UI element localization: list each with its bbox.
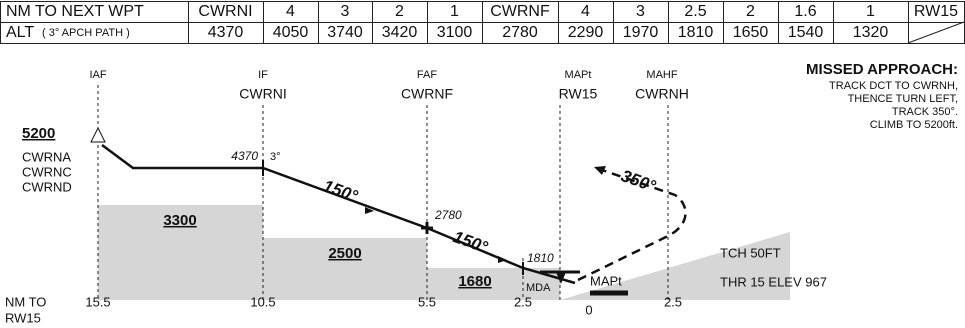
table-header: NM TO NEXT WPT	[6, 3, 144, 20]
missed-title: MISSED APPROACH:	[806, 61, 958, 78]
alt-value: 1650	[733, 24, 769, 41]
segment-altitude: 1680	[458, 273, 491, 290]
altitude-label: 1810	[527, 251, 554, 265]
threshold-label: THR 15 ELEV 967	[720, 274, 827, 289]
distance-tick: 5.5	[418, 294, 436, 309]
altitude-label: 4370	[231, 149, 258, 163]
fix-name: CWRNI	[239, 86, 286, 102]
fix-name: CWRNF	[401, 86, 453, 102]
slope-label: 3°	[270, 151, 281, 163]
terrain	[98, 205, 263, 300]
tch-label: TCH 50FT	[720, 245, 781, 260]
alt-value: 1320	[853, 24, 889, 41]
distance-tick: 15.5	[85, 294, 110, 309]
nm-value: CWRNI	[198, 3, 252, 20]
track-label: 150°	[451, 227, 491, 257]
missed-line: THENCE TURN LEFT,	[848, 93, 958, 105]
nm-value: 4	[286, 3, 295, 20]
fix-label: IAF	[89, 69, 106, 81]
nm-value: 1.6	[794, 3, 816, 20]
mda-label: MDA	[526, 282, 551, 294]
axis-label: RW15	[5, 310, 41, 325]
distance-tick: 0	[585, 302, 592, 317]
nm-value: 2.5	[684, 3, 706, 20]
distance-tick: 2.5	[514, 294, 532, 309]
nm-value: RW15	[914, 3, 958, 20]
missed-line: TRACK DCT TO CWRNH,	[829, 80, 958, 92]
alt-value: 1810	[678, 24, 714, 41]
segment-altitude: 2500	[328, 245, 361, 262]
segment-altitude: 3300	[163, 212, 196, 229]
table-cell	[908, 22, 965, 44]
track-label: 350°	[619, 166, 659, 196]
table-diagonal	[907, 21, 965, 44]
alt-value: 1540	[788, 24, 824, 41]
runway-area	[560, 232, 790, 300]
fix-name: RW15	[559, 86, 598, 102]
nm-value: 2	[746, 3, 755, 20]
alt-value: 1970	[623, 24, 659, 41]
missed-approach-path	[577, 168, 687, 282]
table-header-sub: ( 3° APCH PATH )	[42, 27, 130, 39]
distance-tick: 2.5	[664, 294, 682, 309]
nm-value: 3	[636, 3, 645, 20]
holding-fix: CWRNA	[22, 149, 71, 164]
alt-value: 2290	[568, 24, 604, 41]
alt-value: 3740	[327, 24, 363, 41]
holding-fix: CWRND	[22, 179, 72, 194]
missed-line: CLIMB TO 5200ft.	[870, 119, 958, 131]
nm-value: 1	[450, 3, 459, 20]
nm-value: 1	[866, 3, 875, 20]
faf-cross	[421, 222, 433, 234]
distance-tick: 10.5	[250, 294, 275, 309]
track-label: 150°	[321, 176, 361, 206]
terrain	[263, 238, 427, 300]
arrow	[594, 166, 606, 175]
fix-label: MAHF	[646, 69, 677, 81]
table-header: ALT	[6, 24, 34, 41]
alt-value: 2780	[502, 24, 538, 41]
iaf-symbol	[90, 126, 106, 143]
arrow	[365, 207, 374, 214]
alt-value: 3420	[382, 24, 418, 41]
fix-label: FAF	[417, 69, 437, 81]
holding-altitude: 5200	[22, 125, 55, 142]
nm-value: CWRNF	[490, 3, 550, 20]
nm-value: 2	[395, 3, 404, 20]
arrow	[498, 256, 507, 263]
alt-value: 4050	[273, 24, 309, 41]
alt-value: 3100	[437, 24, 473, 41]
mapt-label: MAPt	[590, 273, 622, 288]
fix-label: IF	[258, 69, 268, 81]
missed-line: TRACK 350°.	[892, 106, 958, 118]
alt-value: 4370	[208, 24, 244, 41]
descent-path	[101, 143, 576, 285]
mapt-symbol	[556, 272, 566, 284]
nm-value: 3	[341, 3, 350, 20]
fix-label: MAPt	[565, 69, 592, 81]
axis-label: NM TO	[5, 294, 46, 309]
holding-fix: CWRNC	[22, 164, 72, 179]
altitude-label: 2780	[434, 208, 462, 222]
nm-value: 4	[581, 3, 590, 20]
fix-name: CWRNH	[635, 86, 689, 102]
